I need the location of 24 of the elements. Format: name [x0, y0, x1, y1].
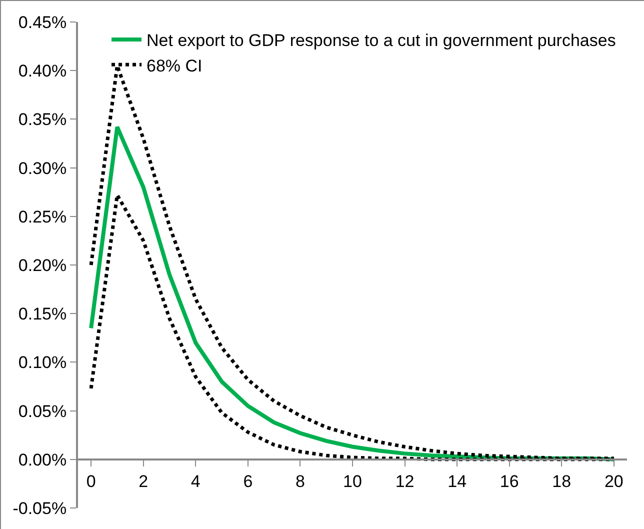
y-tick-label: 0.00% [18, 450, 67, 470]
x-tick-label: 0 [86, 472, 96, 491]
y-tick-label: -0.05% [12, 498, 67, 518]
y-tick-label: 0.15% [18, 304, 67, 324]
x-tick-label: 2 [138, 472, 148, 491]
legend-label: 68% CI [146, 56, 202, 76]
x-tick-label: 20 [604, 472, 624, 491]
x-tick-label: 10 [343, 472, 362, 491]
y-tick-label: 0.25% [18, 207, 67, 226]
x-tick-label: 12 [395, 472, 414, 491]
y-tick-label: 0.05% [18, 402, 67, 421]
y-tick-label: 0.40% [18, 62, 67, 81]
y-tick-label: 0.10% [18, 353, 67, 372]
y-tick-label: 0.30% [18, 158, 67, 178]
x-tick-label: 18 [552, 472, 572, 491]
y-tick-label: 0.20% [18, 256, 67, 275]
legend-label: Net export to GDP response to a cut in government purchases [146, 31, 616, 50]
x-tick-label: 6 [243, 472, 253, 491]
x-tick-label: 16 [500, 472, 519, 491]
x-tick-label: 8 [295, 472, 305, 491]
x-tick-label: 14 [448, 472, 467, 491]
y-tick-label: 0.35% [18, 110, 67, 130]
y-tick-label: 0.45% [18, 12, 67, 32]
x-tick-label: 4 [190, 472, 200, 491]
